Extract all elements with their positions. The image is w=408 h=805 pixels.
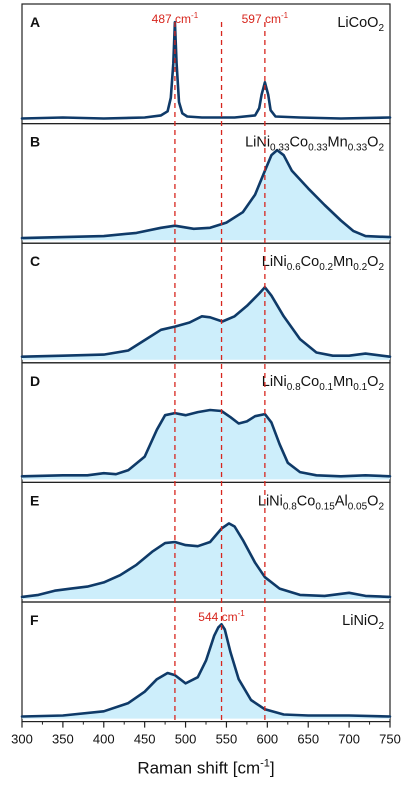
compound-text: LiNi — [258, 493, 283, 509]
compound-text: LiNi — [262, 254, 287, 270]
x-tick-label: 400 — [93, 732, 115, 747]
x-axis: 300 350 400 450 500 550 600 650 700 750 — [11, 721, 401, 747]
compound-label: LiNiO2 — [342, 613, 384, 632]
compound-text: LiNiO — [342, 613, 378, 629]
x-tick-label: 650 — [297, 732, 319, 747]
panel-d: D LiNi0.8Co0.1Mn0.1O2 — [20, 362, 392, 483]
compound-subscript: 0.2 — [353, 262, 367, 273]
compound-subscript: 0.05 — [348, 501, 368, 512]
compound-subscript: 0.8 — [287, 382, 301, 393]
spectrum-fill — [22, 523, 390, 599]
x-axis-label-main: Raman shift [cm — [137, 759, 260, 778]
compound-text: LiCoO — [337, 15, 378, 31]
spectrum-fill — [22, 624, 390, 719]
x-tick-label: 750 — [379, 732, 401, 747]
compound-text: O — [367, 135, 378, 151]
panel-letter: E — [30, 492, 39, 508]
compound-subscript: 2 — [378, 621, 384, 632]
x-tick-label: 500 — [175, 732, 197, 747]
panel-letter: D — [30, 373, 40, 389]
peak-annotation: 487 cm-1 — [152, 11, 199, 26]
peak-annotation: 544 cm-1 — [198, 609, 245, 624]
compound-text: LiNi — [262, 374, 287, 390]
compound-text: Al — [335, 493, 348, 509]
x-tick-label: 700 — [338, 732, 360, 747]
compound-subscript: 2 — [378, 501, 384, 512]
compound-subscript: 0.33 — [270, 143, 290, 154]
spectrum-line — [20, 20, 392, 120]
compound-subscript: 2 — [378, 143, 384, 154]
compound-subscript: 2 — [378, 382, 384, 393]
compound-text: Co — [297, 493, 316, 509]
compound-subscript: 0.6 — [287, 262, 301, 273]
panel-frame — [21, 3, 391, 125]
compound-text: O — [367, 493, 378, 509]
x-axis-label: Raman shift [cm-1] — [137, 758, 274, 778]
spectrum-fill — [22, 410, 390, 480]
peak-annotation-text: 487 cm — [152, 12, 191, 26]
spectrum-fill — [22, 287, 390, 360]
compound-label: LiNi0.8Co0.1Mn0.1O2 — [262, 374, 385, 393]
x-tick-label: 450 — [134, 732, 156, 747]
peak-annotation: 597 cm-1 — [242, 11, 289, 26]
peak-annotation-text: 597 cm — [242, 12, 281, 26]
x-tick-label: 600 — [256, 732, 278, 747]
spectrum-line — [20, 286, 392, 358]
x-axis-label-close: ] — [270, 759, 275, 778]
compound-subscript: 0.8 — [283, 501, 297, 512]
compound-label: LiCoO2 — [337, 15, 384, 34]
panel-letter: A — [30, 14, 40, 30]
panel-letter: F — [30, 612, 39, 628]
compound-text: Co — [290, 135, 309, 151]
compound-subscript: 2 — [378, 23, 384, 34]
peak-annotation-sup: -1 — [281, 11, 289, 20]
peak-annotation-sup: -1 — [191, 11, 199, 20]
panel-a: A LiCoO2 — [20, 3, 392, 125]
spectrum-line — [20, 623, 392, 718]
compound-subscript: 0.33 — [348, 143, 368, 154]
compound-text: Co — [301, 374, 320, 390]
compound-subscript: 2 — [378, 262, 384, 273]
compound-subscript: 0.2 — [319, 262, 333, 273]
compound-label: LiNi0.6Co0.2Mn0.2O2 — [262, 254, 385, 273]
compound-subscript: 0.1 — [353, 382, 367, 393]
compound-text: Mn — [333, 254, 353, 270]
compound-text: LiNi — [245, 135, 270, 151]
x-tick-label: 350 — [52, 732, 74, 747]
compound-subscript: 0.33 — [308, 143, 328, 154]
compound-label: LiNi0.8Co0.15Al0.05O2 — [258, 493, 385, 512]
panel-letter: C — [30, 253, 40, 269]
compound-text: Mn — [333, 374, 353, 390]
x-tick-label: 300 — [11, 732, 33, 747]
spectrum-fill — [22, 150, 390, 241]
compound-subscript: 0.1 — [319, 382, 333, 393]
compound-text: Mn — [328, 135, 348, 151]
panel-e: E LiNi0.8Co0.15Al0.05O2 — [20, 481, 392, 603]
panel-c: C LiNi0.6Co0.2Mn0.2O2 — [20, 242, 392, 364]
compound-text: Co — [301, 254, 320, 270]
compound-subscript: 0.15 — [315, 501, 335, 512]
x-tick-label: 550 — [216, 732, 238, 747]
spectrum-line — [20, 522, 392, 599]
x-axis-label-sup: -1 — [260, 758, 270, 770]
peak-annotation-text: 544 cm — [198, 610, 237, 624]
compound-text: O — [367, 374, 378, 390]
compound-label: LiNi0.33Co0.33Mn0.33O2 — [245, 135, 384, 154]
peak-annotation-sup: -1 — [238, 609, 246, 618]
panel-b: B LiNi0.33Co0.33Mn0.33O2 — [20, 122, 392, 244]
spectrum-line — [20, 148, 392, 240]
panel-letter: B — [30, 134, 40, 150]
compound-text: O — [367, 254, 378, 270]
